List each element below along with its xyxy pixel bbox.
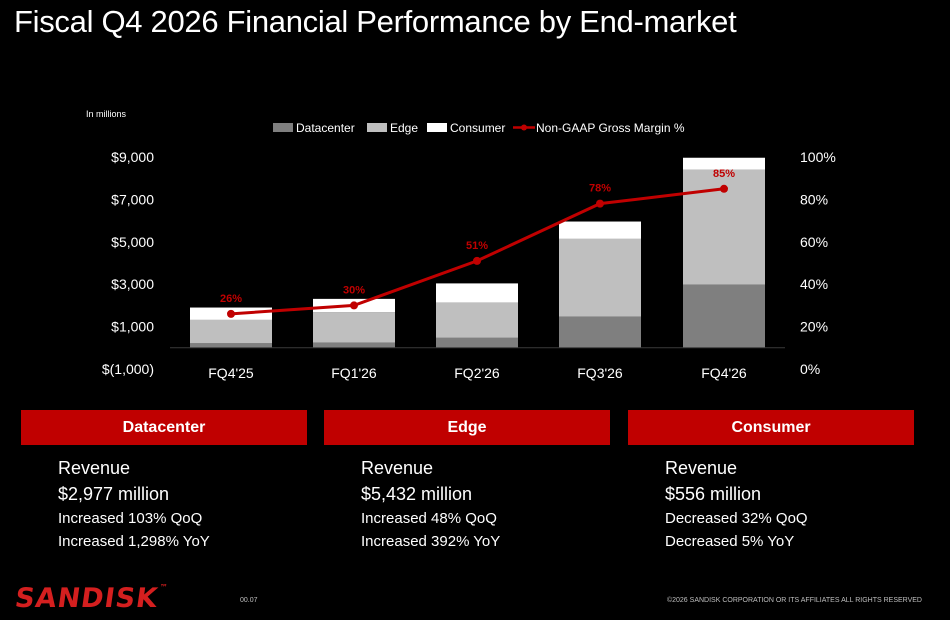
legend-swatch-edge (367, 123, 387, 132)
y-left-tick-label: $5,000 (111, 234, 154, 250)
x-tick-label: FQ2'26 (454, 365, 500, 381)
revenue-value: $556 million (665, 484, 762, 504)
x-tick-label: FQ4'25 (208, 365, 254, 381)
panel-datacenter: Revenue $2,977 million Increased 103% Qo… (58, 455, 348, 553)
bar-edge (313, 312, 395, 343)
panel-consumer: Revenue $556 million Decreased 32% QoQ D… (665, 455, 950, 553)
y-left-tick-label: $9,000 (111, 149, 154, 165)
qoq-change: Decreased 32% QoQ (665, 510, 808, 527)
y-right-tick-label: 40% (800, 276, 828, 292)
gross-margin-label: 78% (589, 183, 611, 195)
revenue-label: Revenue (58, 458, 131, 478)
bar-edge (190, 319, 272, 344)
copyright-notice: ©2026 SANDISK CORPORATION OR ITS AFFILIA… (666, 597, 922, 604)
revenue-value: $5,432 million (361, 484, 473, 504)
legend-label-edge: Edge (390, 121, 418, 135)
gross-margin-point (227, 309, 235, 318)
revenue-label: Revenue (665, 458, 738, 478)
sandisk-logo: SANDISK™ (13, 583, 168, 614)
gross-margin-label: 30% (343, 284, 365, 296)
yoy-change: Increased 392% YoY (361, 533, 501, 550)
units-note: In millions (86, 109, 127, 119)
bar-consumer (436, 283, 518, 303)
y-left-tick-label: $3,000 (111, 276, 154, 292)
legend-swatch-consumer (427, 123, 447, 132)
legend-label-datacenter: Datacenter (296, 121, 355, 135)
gross-margin-point (596, 199, 604, 208)
x-tick-label: FQ3'26 (577, 365, 623, 381)
x-tick-label: FQ1'26 (331, 365, 377, 381)
trademark-mark: ™ (158, 583, 169, 592)
yoy-change: Decreased 5% YoY (665, 533, 795, 550)
bar-edge (436, 302, 518, 338)
panel-header-datacenter: Datacenter (21, 410, 307, 445)
gross-margin-point (350, 301, 358, 310)
bar-datacenter (313, 342, 395, 348)
qoq-change: Increased 103% QoQ (58, 510, 203, 527)
revenue-value: $2,977 million (58, 484, 170, 504)
panel-header-consumer: Consumer (628, 410, 914, 445)
bar-edge (559, 238, 641, 317)
panel-edge: Revenue $5,432 million Increased 48% QoQ… (361, 455, 651, 553)
y-left-tick-label: $(1,000) (102, 361, 154, 377)
x-tick-label: FQ4'26 (701, 365, 747, 381)
y-right-tick-label: 100% (800, 149, 836, 165)
legend-marker-non-gaap-gross-margin- (521, 124, 527, 131)
bar-consumer (683, 157, 765, 170)
bar-datacenter (559, 316, 641, 348)
legend-label-non-gaap-gross-margin-: Non-GAAP Gross Margin % (536, 121, 685, 135)
gross-margin-label: 51% (466, 240, 488, 252)
gross-margin-point (473, 256, 481, 265)
gross-margin-point (720, 184, 728, 193)
bar-datacenter (683, 284, 765, 348)
revenue-label: Revenue (361, 458, 434, 478)
y-right-tick-label: 80% (800, 191, 828, 207)
y-left-tick-label: $7,000 (111, 191, 154, 207)
panel-header-edge: Edge (324, 410, 610, 445)
page-title: Fiscal Q4 2026 Financial Performance by … (14, 4, 737, 39)
y-right-tick-label: 0% (800, 361, 820, 377)
bar-datacenter (436, 337, 518, 348)
gross-margin-label: 26% (220, 293, 242, 305)
y-left-tick-label: $1,000 (111, 319, 154, 335)
yoy-change: Increased 1,298% YoY (58, 533, 210, 550)
logo-text: SANDISK (13, 583, 161, 614)
bar-consumer (559, 221, 641, 239)
legend-swatch-datacenter (273, 123, 293, 132)
revenue-chart: $9,000 $7,000 $5,000 $3,000 $1,000 $(1,000) 10… (86, 109, 836, 381)
gross-margin-label: 85% (713, 168, 735, 180)
legend-label-consumer: Consumer (450, 121, 505, 135)
qoq-change: Increased 48% QoQ (361, 510, 497, 527)
bar-datacenter (190, 343, 272, 348)
y-right-tick-label: 20% (800, 319, 828, 335)
page-number: 00.07 (240, 597, 258, 604)
y-right-tick-label: 60% (800, 234, 828, 250)
